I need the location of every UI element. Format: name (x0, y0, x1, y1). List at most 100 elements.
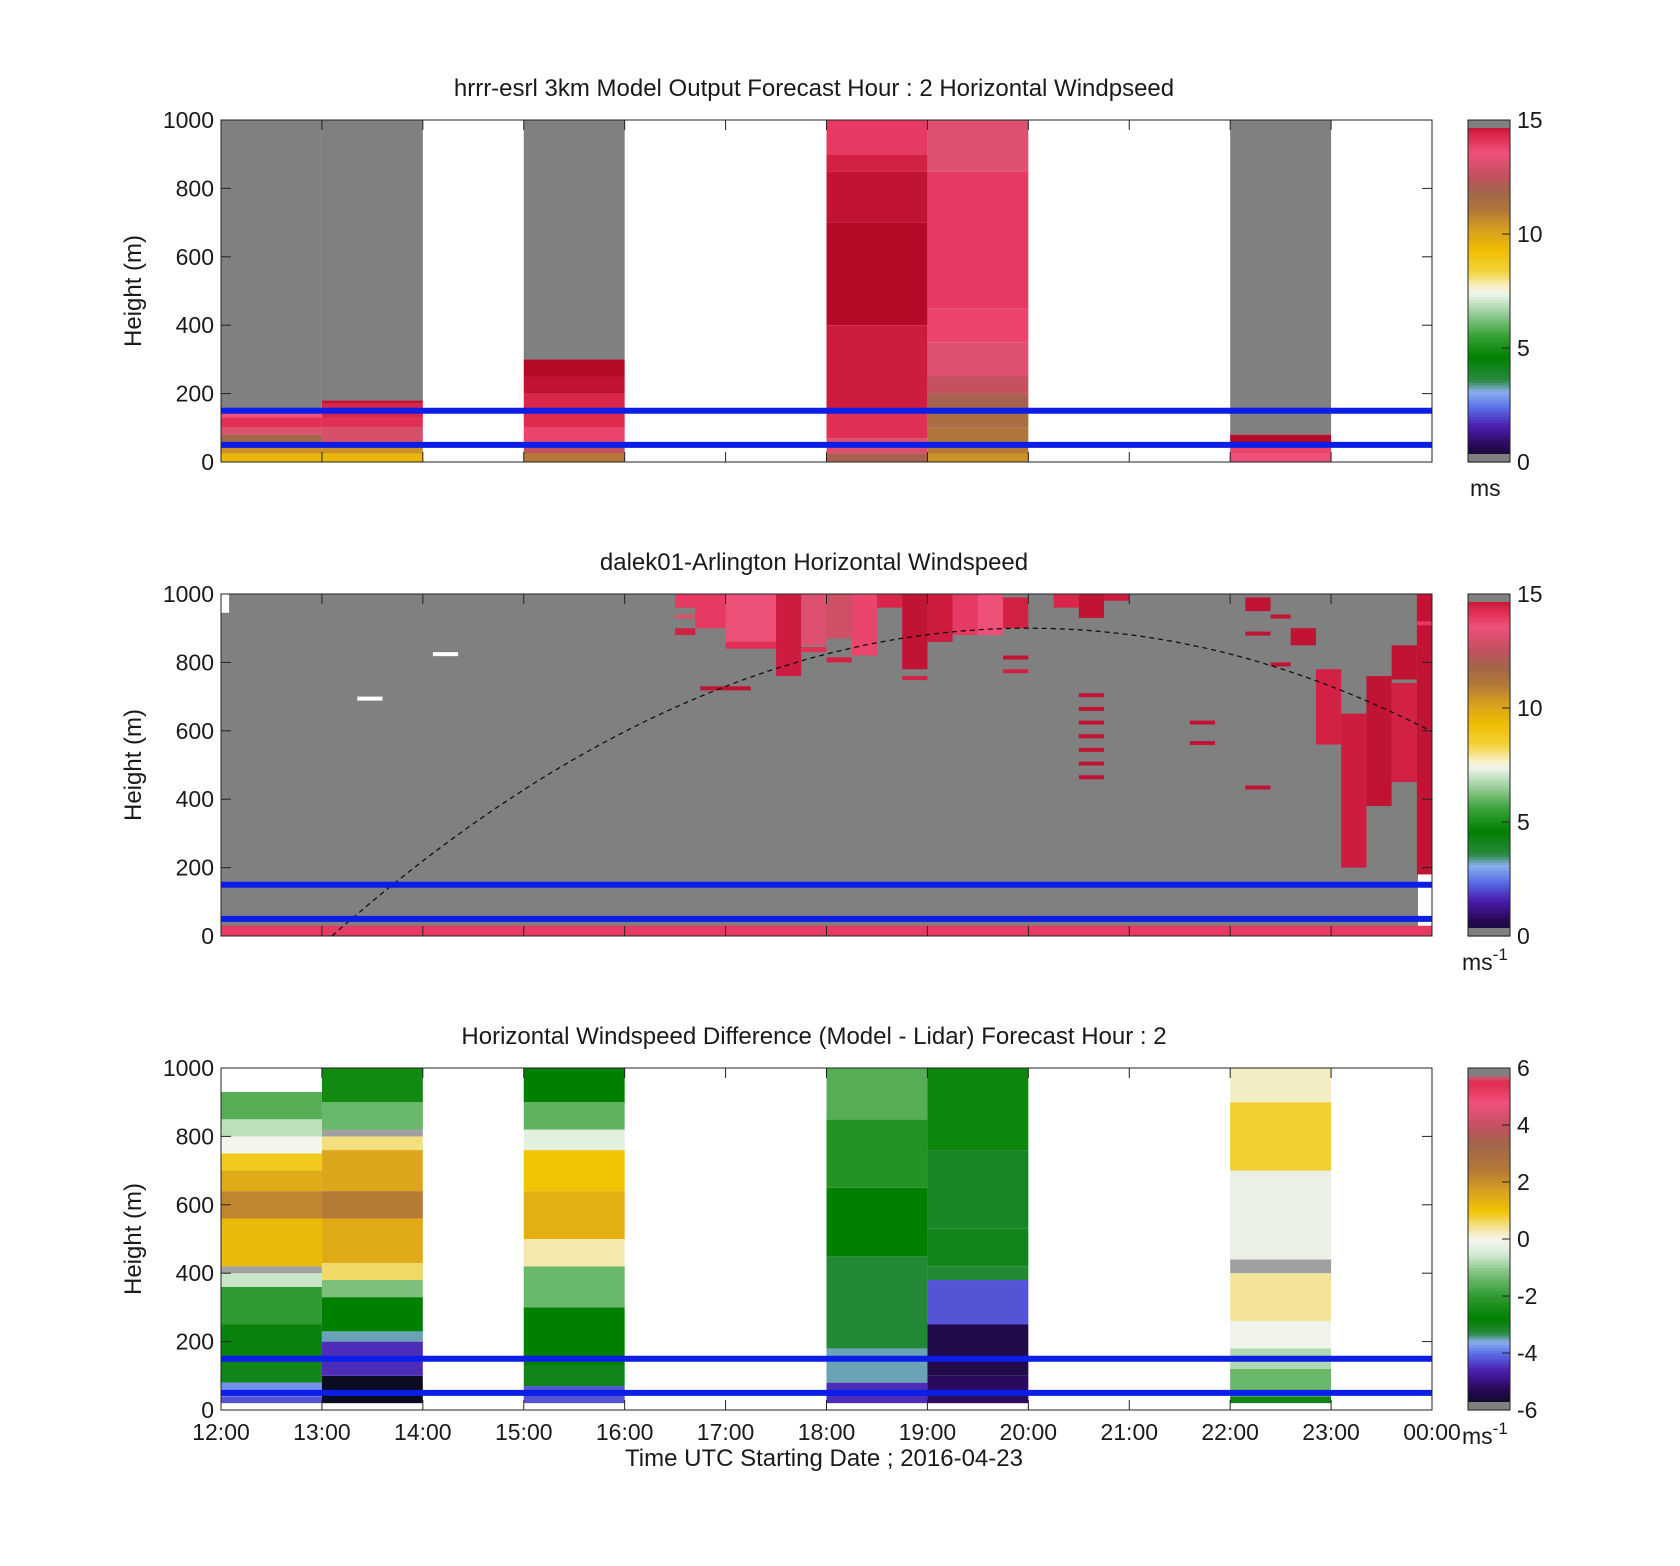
colorbar-segment (1468, 662, 1510, 666)
colorbar-segment (1468, 370, 1510, 375)
colorbar-segment (1468, 356, 1510, 360)
colorbar-segment (1468, 611, 1510, 615)
colorbar-segment (1468, 222, 1510, 227)
colorbar-segment (1468, 725, 1510, 729)
y-axis-label: Height (m) (120, 709, 147, 821)
heatmap-cell (1003, 597, 1029, 629)
heatmap-cell (826, 453, 928, 462)
heatmap-cell (321, 120, 423, 401)
heatmap-cell (1003, 669, 1029, 674)
heatmap-cell (321, 1129, 423, 1137)
colorbar-segment (1468, 1110, 1510, 1115)
heatmap-cell (1003, 655, 1029, 660)
colorbar-segment (1468, 659, 1510, 663)
colorbar-segment (1468, 1139, 1510, 1143)
heatmap-cell (927, 1324, 1029, 1376)
colorbar-segment (1468, 1350, 1510, 1354)
colorbar-segment (1468, 924, 1510, 929)
colorbar-segment (1468, 251, 1510, 255)
heatmap-cell (321, 444, 423, 454)
colorbar-tick-label: 10 (1517, 695, 1543, 721)
colorbar-segment (1468, 419, 1510, 423)
colorbar-segment (1468, 265, 1510, 269)
colorbar-segment (1468, 639, 1510, 644)
colorbar-segment (1468, 859, 1510, 863)
colorbar-unit: ms (1470, 475, 1501, 501)
heatmap-cell (221, 1358, 322, 1383)
heatmap-cell (321, 1262, 423, 1281)
colorbar-segment (1468, 1335, 1510, 1340)
heatmap-cell (523, 410, 625, 428)
colorbar-segment (1468, 1384, 1510, 1388)
heatmap-cell (1245, 597, 1271, 612)
colorbar-segment (1468, 873, 1510, 877)
heatmap-cell (523, 453, 625, 462)
colorbar-segment (1468, 1199, 1510, 1203)
colorbar-segment (1468, 151, 1510, 155)
colorbar-segment (1468, 439, 1510, 443)
heatmap-cell (221, 594, 230, 613)
colorbar-segment (1468, 177, 1510, 181)
colorbar-segment (1468, 1230, 1510, 1234)
y-tick-label: 400 (176, 312, 214, 338)
colorbar-segment (1468, 325, 1510, 329)
colorbar-segment (1468, 333, 1510, 338)
colorbar-tick-label: 0 (1517, 1226, 1530, 1252)
colorbar-segment (1468, 827, 1510, 832)
colorbar-segment (1468, 713, 1510, 718)
heatmap-cell (826, 1348, 928, 1383)
heatmap-cell (1078, 594, 1105, 618)
colorbar-segment (1468, 685, 1510, 689)
colorbar-segment (1468, 299, 1510, 303)
colorbar-segment (1468, 779, 1510, 783)
colorbar-segment (1468, 705, 1510, 709)
colorbar-segment (1468, 613, 1510, 618)
colorbar-segment (1468, 228, 1510, 232)
colorbar-segment (1468, 1315, 1510, 1320)
colorbar-segment (1468, 1107, 1510, 1112)
heatmap-cell (1078, 720, 1105, 725)
colorbar-unit: ms-1 (1462, 945, 1508, 975)
y-tick-label: 600 (176, 244, 214, 270)
colorbar-segment (1468, 1353, 1510, 1357)
heatmap-cell (927, 410, 1029, 428)
x-tick-label: 23:00 (1302, 1419, 1360, 1445)
colorbar-segment (1468, 205, 1510, 209)
colorbar-segment (1468, 256, 1510, 261)
heatmap-cell (927, 1280, 1029, 1325)
colorbar-segment (1468, 904, 1510, 909)
heatmap-cell (221, 1324, 322, 1359)
heatmap-cell (1341, 713, 1367, 868)
colorbar-segment (1468, 342, 1510, 346)
colorbar-segment (1468, 402, 1510, 406)
colorbar-segment (1468, 619, 1510, 624)
colorbar-segment (1468, 1278, 1510, 1283)
heatmap-cell (826, 1119, 928, 1188)
colorbar-segment (1468, 310, 1510, 315)
heatmap-cell (675, 594, 696, 608)
colorbar-segment (1468, 139, 1510, 144)
colorbar-segment (1468, 916, 1510, 920)
colorbar-segment (1468, 690, 1510, 695)
colorbar-segment (1468, 856, 1510, 860)
colorbar-segment (1468, 148, 1510, 152)
colorbar-segment (1468, 1170, 1510, 1175)
colorbar-segment (1468, 216, 1510, 221)
colorbar-tick-label: -2 (1517, 1283, 1537, 1309)
y-tick-label: 1000 (163, 581, 214, 607)
heatmap-cell (902, 676, 928, 681)
heatmap-cell (876, 594, 903, 608)
x-axis-label: Time UTC Starting Date ; 2016-04-23 (625, 1445, 1023, 1472)
colorbar-segment (1468, 1096, 1510, 1100)
heatmap-cell (221, 1396, 322, 1404)
heatmap-cell (1230, 120, 1332, 435)
colorbar-segment (1468, 367, 1510, 372)
colorbar-segment (1468, 1273, 1510, 1277)
colorbar-segment (1468, 373, 1510, 378)
colorbar-segment (1468, 1258, 1510, 1263)
heatmap-cell (321, 1068, 423, 1103)
colorbar-segment (1468, 1196, 1510, 1200)
colorbar-tick-label: 0 (1517, 923, 1530, 949)
colorbar-segment (1468, 1276, 1510, 1280)
colorbar-segment (1468, 268, 1510, 272)
